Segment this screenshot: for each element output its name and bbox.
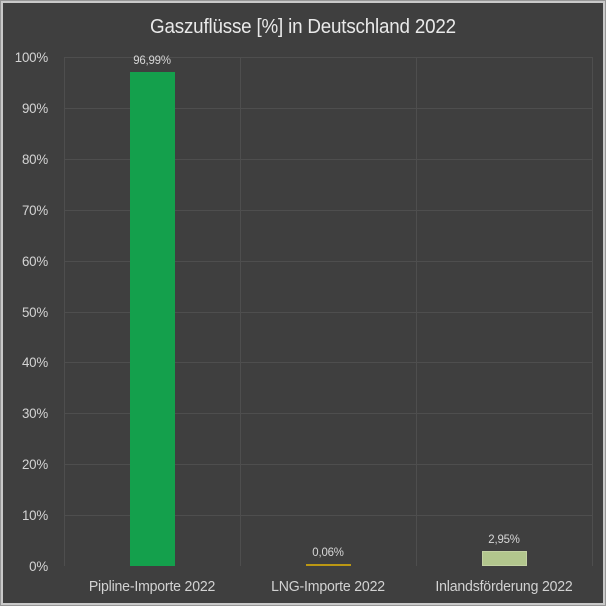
y-axis-tick-label: 60%	[21, 252, 48, 269]
y-axis-tick-label: 0%	[29, 558, 48, 574]
gridline-horizontal	[64, 362, 592, 364]
gridline-horizontal	[64, 209, 592, 211]
gridline-horizontal	[64, 413, 592, 415]
y-axis-tick-label: 40%	[21, 354, 48, 371]
bar-value-label: 2,95%	[488, 531, 520, 546]
bar	[482, 550, 527, 566]
y-axis-tick-label: 100%	[14, 49, 49, 65]
y-axis-tick-label: 20%	[21, 456, 48, 473]
y-axis-tick-label: 30%	[21, 405, 48, 422]
y-axis-tick-label: 70%	[21, 201, 48, 218]
gridline-vertical	[64, 57, 65, 566]
gridline-horizontal	[64, 107, 592, 109]
category-label: LNG-Importe 2022	[271, 578, 385, 595]
gridline-horizontal	[64, 464, 592, 466]
category-label: Inlandsförderung 2022	[435, 578, 573, 595]
bar-value-label: 0,06%	[312, 545, 344, 559]
chart-title: Gaszuflüsse [%] in Deutschland 2022	[150, 16, 456, 38]
bar-value-label: 96,99%	[133, 53, 171, 68]
gridline-horizontal	[64, 260, 592, 262]
gridline-vertical	[592, 57, 593, 566]
plot-area	[64, 57, 593, 566]
gridline-horizontal	[64, 311, 592, 313]
gridline-vertical	[240, 57, 241, 566]
category-label: Pipline-Importe 2022	[88, 578, 216, 595]
y-axis-tick-label: 80%	[21, 150, 48, 167]
bar	[130, 72, 175, 566]
y-axis-tick-label: 90%	[21, 99, 48, 116]
gridline-horizontal	[64, 158, 592, 160]
gridline-vertical	[416, 57, 417, 566]
bar	[306, 564, 351, 566]
gridline-horizontal	[64, 57, 592, 58]
gridline-horizontal	[64, 515, 592, 517]
y-axis-tick-label: 10%	[21, 507, 48, 524]
y-axis-tick-label: 50%	[21, 303, 48, 320]
